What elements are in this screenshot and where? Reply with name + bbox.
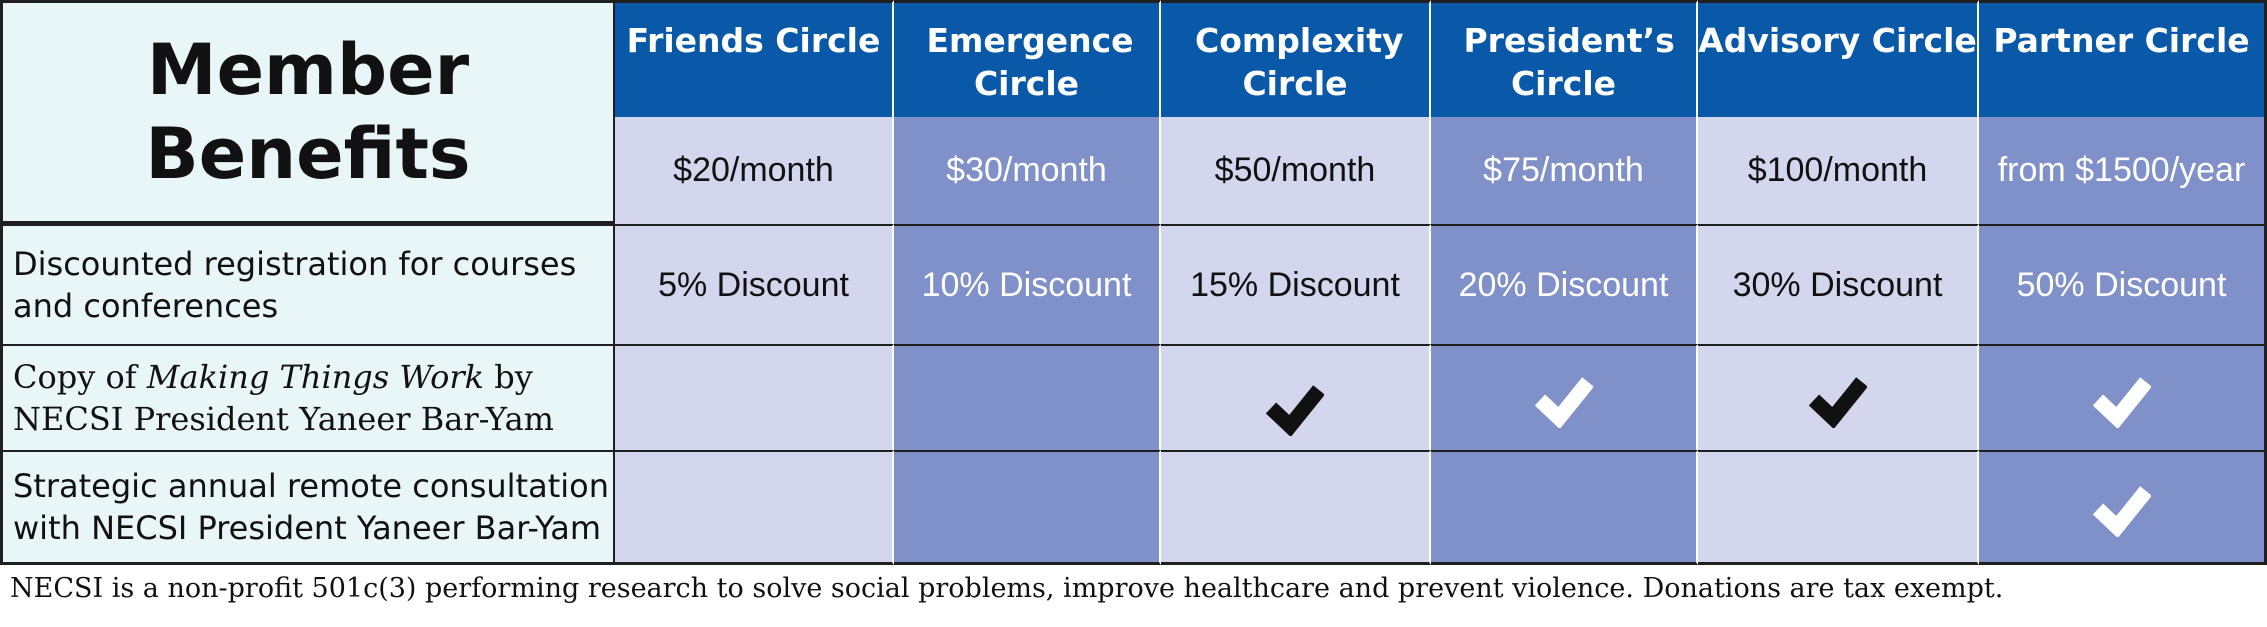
consultation-partner xyxy=(1979,450,2267,565)
member-benefits-table: Member Benefits Friends Circle Emergence… xyxy=(0,0,2267,565)
book-label-by: by xyxy=(484,358,533,396)
discount-complexity: 15% Discount xyxy=(1161,224,1431,344)
discount-friends: 5% Discount xyxy=(615,224,894,344)
table-title: Member Benefits xyxy=(0,0,615,224)
tier-price-presidents: $75/month xyxy=(1431,117,1698,224)
tier-header-presidents: President’s Circle xyxy=(1431,0,1698,117)
checkmark-icon xyxy=(1808,377,1867,428)
footnote: NECSI is a non-profit 501c(3) performing… xyxy=(10,573,2004,604)
book-title: Making Things Work xyxy=(146,358,485,396)
consultation-label-line1: Strategic annual remote consultation xyxy=(13,467,609,505)
book-presidents xyxy=(1431,344,1698,450)
tier-price-partner: from $1500/year xyxy=(1979,117,2267,224)
checkmark-icon xyxy=(1534,377,1593,428)
discount-presidents: 20% Discount xyxy=(1431,224,1698,344)
discount-emergence: 10% Discount xyxy=(894,224,1161,344)
consultation-presidents xyxy=(1431,450,1698,565)
tier-header-friends: Friends Circle xyxy=(615,0,894,117)
tier-header-partner: Partner Circle xyxy=(1979,0,2267,117)
benefit-label-consultation: Strategic annual remote consultation wit… xyxy=(0,450,615,565)
tier-header-emergence: Emergence Circle xyxy=(894,0,1161,117)
book-friends xyxy=(615,344,894,450)
book-advisory xyxy=(1698,344,1979,450)
consultation-complexity xyxy=(1161,450,1431,565)
checkmark-icon xyxy=(2092,486,2151,537)
table-title-line1: Member xyxy=(146,29,470,111)
tier-header-advisory: Advisory Circle xyxy=(1698,0,1979,117)
book-label-line2: NECSI President Yaneer Bar-Yam xyxy=(13,400,554,438)
checkmark-icon xyxy=(1266,385,1324,436)
discount-advisory: 30% Discount xyxy=(1698,224,1979,344)
book-label-prefix: Copy of xyxy=(13,358,147,396)
consultation-emergence xyxy=(894,450,1161,565)
book-complexity xyxy=(1161,344,1431,450)
tier-price-complexity: $50/month xyxy=(1161,117,1431,224)
consultation-advisory xyxy=(1698,450,1979,565)
tier-price-friends: $20/month xyxy=(615,117,894,224)
discount-partner: 50% Discount xyxy=(1979,224,2267,344)
consultation-label-line2: with NECSI President Yaneer Bar-Yam xyxy=(13,509,601,547)
checkmark-icon xyxy=(2092,377,2151,428)
tier-header-complexity: Complexity Circle xyxy=(1161,0,1431,117)
book-partner xyxy=(1979,344,2267,450)
benefit-label-book: Copy of Making Things Work by NECSI Pres… xyxy=(0,344,615,450)
tier-price-advisory: $100/month xyxy=(1698,117,1979,224)
table-title-line2: Benefits xyxy=(145,113,471,195)
tier-price-emergence: $30/month xyxy=(894,117,1161,224)
benefit-label-discount: Discounted registration for courses and … xyxy=(0,224,615,344)
consultation-friends xyxy=(615,450,894,565)
book-emergence xyxy=(894,344,1161,450)
